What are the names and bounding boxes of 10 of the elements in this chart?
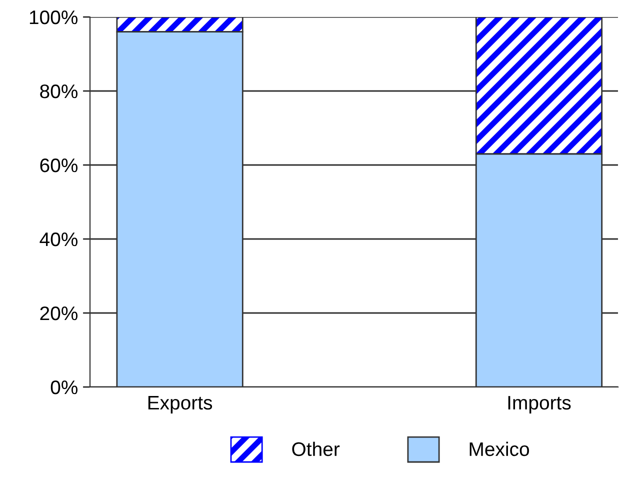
y-tick-label: 40% [40,232,78,246]
x-tick-label: Imports [508,396,571,414]
y-tick-label: 20% [40,306,78,320]
y-tick-label: 80% [40,84,78,98]
y-tick-label: 0% [50,380,78,394]
y-tick-label: 60% [40,158,78,172]
x-tick-label: Exports [148,396,212,414]
legend-label: Mexico [470,442,529,456]
y-tick-label: 100% [30,10,78,24]
legend-label: Other [292,442,340,456]
